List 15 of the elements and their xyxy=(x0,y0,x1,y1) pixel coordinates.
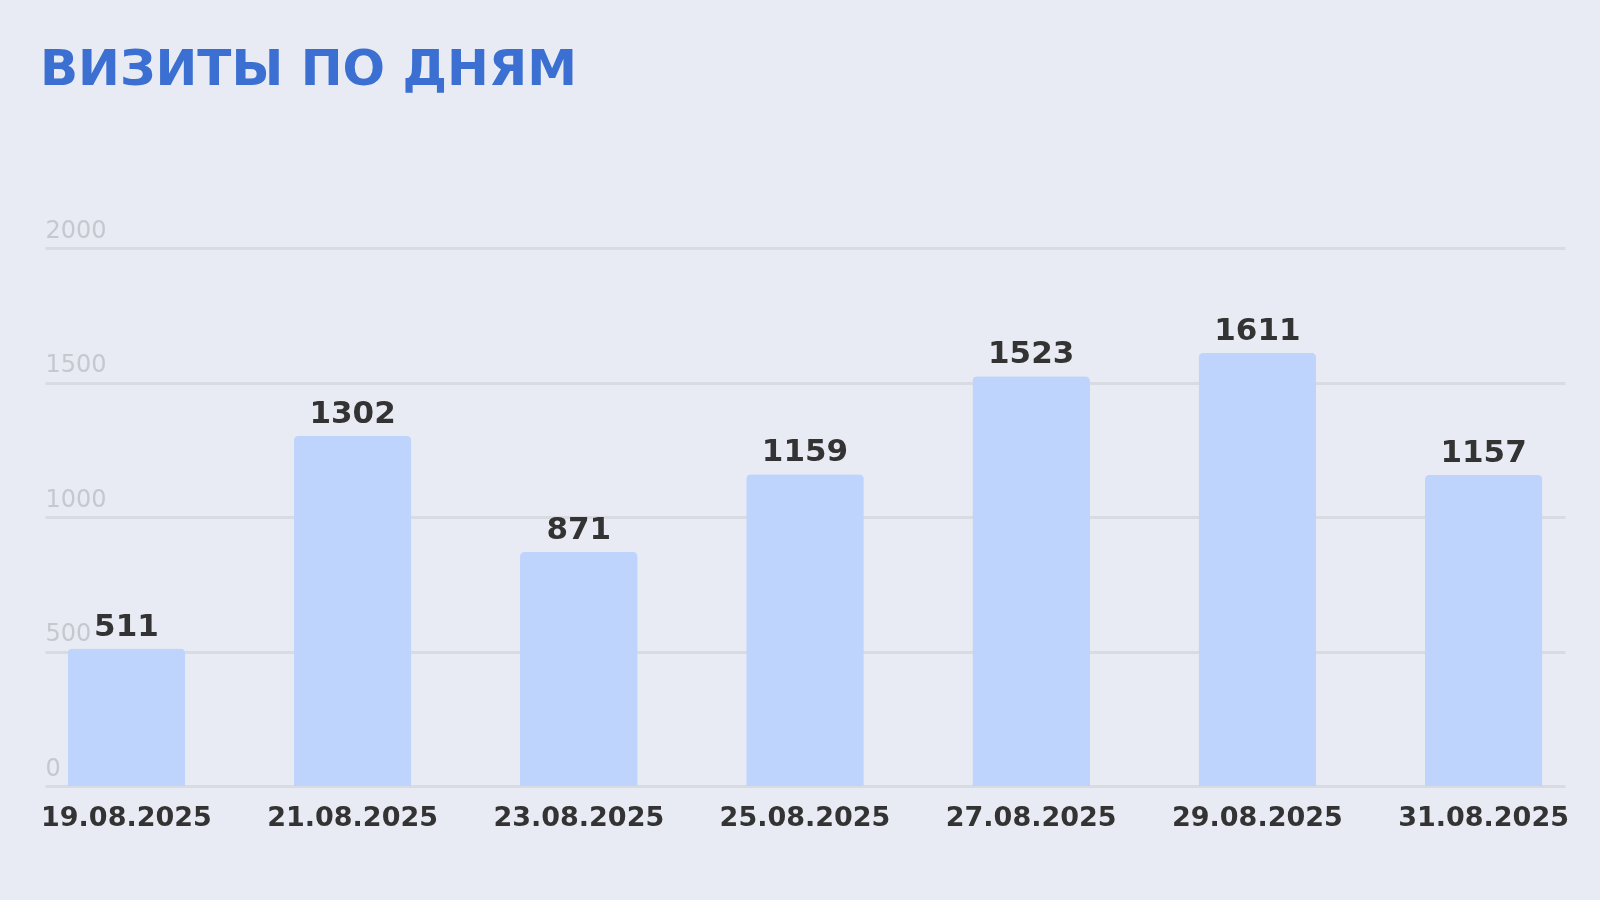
data-label: 511 xyxy=(94,606,159,643)
x-tick-label: 23.08.2025 xyxy=(493,800,665,832)
data-label: 1159 xyxy=(761,432,849,469)
x-tick-label: 21.08.2025 xyxy=(267,800,439,832)
x-tick-label: 27.08.2025 xyxy=(945,800,1117,832)
data-label: 1157 xyxy=(1440,432,1527,469)
data-label: 871 xyxy=(546,509,612,546)
data-label: 1611 xyxy=(1214,310,1301,347)
chart-title: ВИЗИТЫ ПО ДНЯМ xyxy=(39,38,579,99)
x-tick-label: 19.08.2025 xyxy=(41,800,212,832)
x-tick-label: 25.08.2025 xyxy=(719,800,891,832)
x-tick-label: 31.08.2025 xyxy=(1398,800,1569,832)
x-tick-label: 29.08.2025 xyxy=(1171,800,1343,832)
data-label: 1302 xyxy=(309,393,396,430)
data-label: 1523 xyxy=(988,334,1075,371)
